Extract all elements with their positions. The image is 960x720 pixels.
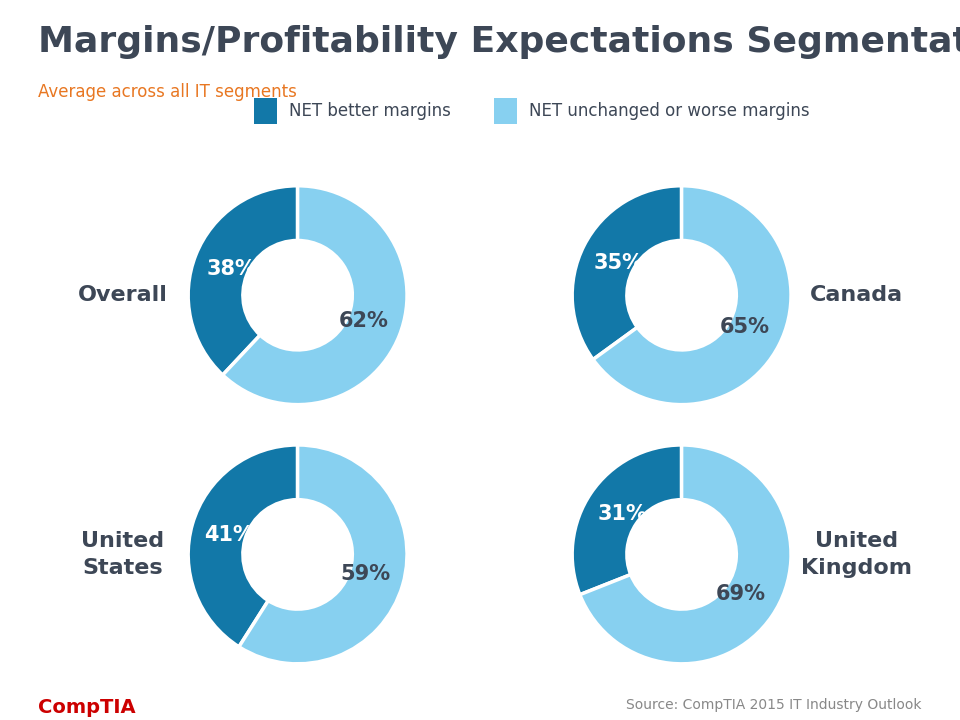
Text: CompTIA: CompTIA: [38, 698, 136, 717]
Text: 69%: 69%: [715, 585, 765, 604]
Wedge shape: [188, 445, 298, 647]
Text: 35%: 35%: [593, 253, 643, 273]
Text: United
Kingdom: United Kingdom: [802, 531, 912, 577]
Text: 41%: 41%: [204, 525, 254, 544]
Text: Margins/Profitability Expectations Segmentation: Margins/Profitability Expectations Segme…: [38, 25, 960, 59]
Text: United
States: United States: [81, 531, 164, 577]
Wedge shape: [239, 445, 407, 664]
Text: 59%: 59%: [341, 564, 391, 584]
Text: 62%: 62%: [339, 311, 389, 331]
Wedge shape: [572, 186, 682, 359]
Text: 31%: 31%: [598, 505, 648, 524]
Text: Source: CompTIA 2015 IT Industry Outlook: Source: CompTIA 2015 IT Industry Outlook: [626, 698, 922, 712]
Text: NET better margins: NET better margins: [289, 102, 451, 120]
Wedge shape: [223, 186, 407, 405]
Text: Canada: Canada: [810, 285, 903, 305]
Text: 65%: 65%: [720, 318, 770, 338]
Wedge shape: [593, 186, 791, 405]
Text: Average across all IT segments: Average across all IT segments: [38, 83, 298, 101]
Wedge shape: [572, 445, 682, 595]
Wedge shape: [188, 186, 298, 375]
Text: NET unchanged or worse margins: NET unchanged or worse margins: [529, 102, 809, 120]
Text: 38%: 38%: [206, 259, 256, 279]
Wedge shape: [580, 445, 791, 664]
Text: Overall: Overall: [78, 285, 167, 305]
